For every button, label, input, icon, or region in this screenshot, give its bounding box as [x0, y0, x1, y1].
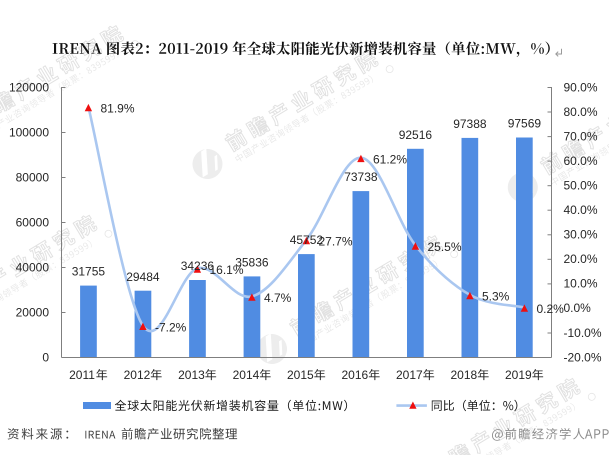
- svg-text:80000: 80000: [16, 170, 50, 184]
- svg-text:80.0%: 80.0%: [564, 105, 598, 119]
- svg-text:4.7%: 4.7%: [264, 291, 292, 305]
- svg-text:2016: 2016: [342, 368, 369, 382]
- svg-text:0.2%: 0.2%: [537, 302, 565, 316]
- svg-text:73738: 73738: [344, 170, 378, 184]
- svg-text:-7.2%: -7.2%: [155, 320, 187, 334]
- svg-text:35836: 35836: [235, 256, 269, 270]
- svg-text:27.7%: 27.7%: [319, 235, 353, 249]
- svg-text:31755: 31755: [72, 265, 106, 279]
- svg-text:81.9%: 81.9%: [101, 102, 135, 116]
- svg-text:-20.0%: -20.0%: [564, 350, 602, 364]
- svg-text:10.0%: 10.0%: [564, 277, 598, 291]
- svg-text:2018: 2018: [451, 368, 478, 382]
- svg-text:120000: 120000: [9, 80, 49, 94]
- svg-text:29484: 29484: [126, 270, 160, 284]
- svg-text:20.0%: 20.0%: [564, 252, 598, 266]
- svg-text:34236: 34236: [181, 259, 215, 273]
- svg-text:70.0%: 70.0%: [564, 129, 598, 143]
- svg-text:5.3%: 5.3%: [482, 290, 510, 304]
- svg-text:40.0%: 40.0%: [564, 203, 598, 217]
- svg-text:2014: 2014: [233, 368, 260, 382]
- svg-text:20000: 20000: [16, 305, 50, 319]
- svg-text:100000: 100000: [9, 125, 49, 139]
- svg-text:90.0%: 90.0%: [564, 80, 598, 94]
- svg-text:45752: 45752: [290, 233, 324, 247]
- svg-text:61.2%: 61.2%: [373, 153, 407, 167]
- svg-text:2012: 2012: [124, 368, 151, 382]
- svg-text:97569: 97569: [508, 117, 542, 131]
- svg-text:97388: 97388: [453, 117, 487, 131]
- svg-text:92516: 92516: [399, 128, 433, 142]
- svg-text:16.1%: 16.1%: [210, 263, 244, 277]
- svg-text:2011: 2011: [69, 368, 95, 382]
- svg-text:60.0%: 60.0%: [564, 154, 598, 168]
- svg-text:50.0%: 50.0%: [564, 179, 598, 193]
- svg-text:2015: 2015: [287, 368, 314, 382]
- svg-text:60000: 60000: [16, 215, 50, 229]
- svg-text:2013: 2013: [178, 368, 205, 382]
- svg-text:0.0%: 0.0%: [564, 301, 592, 315]
- svg-text:25.5%: 25.5%: [428, 240, 462, 254]
- svg-text:2017: 2017: [396, 368, 423, 382]
- svg-text:-10.0%: -10.0%: [564, 326, 602, 340]
- svg-text:0: 0: [42, 350, 49, 364]
- svg-text:2019: 2019: [505, 368, 532, 382]
- svg-text:40000: 40000: [16, 260, 50, 274]
- svg-text:30.0%: 30.0%: [564, 228, 598, 242]
